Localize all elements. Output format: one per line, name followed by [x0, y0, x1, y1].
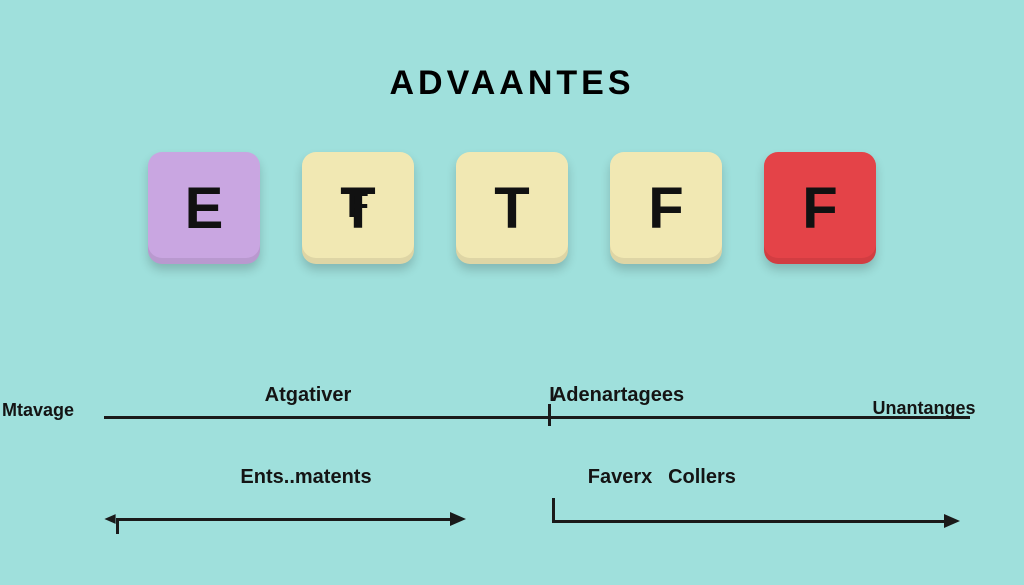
- lower-right-arrow-start-hook: [552, 498, 555, 522]
- lower-left-arrow-line: [116, 518, 452, 521]
- letter-tile: T: [456, 152, 568, 264]
- letter-tiles-row: ETFTFF: [0, 152, 1024, 264]
- tile-letter-overlay: F: [347, 184, 369, 226]
- tile-letter: T: [494, 175, 529, 242]
- letter-tile: F: [764, 152, 876, 264]
- lower-right-arrow-arrowhead-icon: [944, 514, 960, 528]
- page-title: ADVAANTES: [0, 64, 1024, 103]
- letter-tile: TF: [302, 152, 414, 264]
- tile-letter: E: [185, 175, 224, 242]
- timeline-label: Mtavage: [2, 400, 74, 421]
- lower-left-arrow-arrowhead-icon: [450, 512, 466, 526]
- timeline-tick: [548, 404, 551, 426]
- timeline-label: Atgativer: [265, 384, 352, 407]
- tile-letter: F: [802, 175, 837, 242]
- sublabel: Collers: [668, 466, 736, 489]
- infographic-canvas: ADVAANTES ETFTFF MtavageAtgativerIAdenar…: [0, 0, 1024, 585]
- letter-tile: E: [148, 152, 260, 264]
- sublabel: Faverx: [588, 466, 653, 489]
- lower-left-arrow-tail-arrowhead-icon: [104, 514, 115, 524]
- timeline-label: Adenartagees: [552, 384, 684, 407]
- timeline-line: [104, 416, 970, 419]
- sublabel: Ents..matents: [240, 466, 371, 489]
- tile-letter: F: [648, 175, 683, 242]
- lower-right-arrow-line: [552, 520, 946, 523]
- letter-tile: F: [610, 152, 722, 264]
- lower-left-arrow-hook: [116, 518, 119, 534]
- timeline-label: Unantanges: [872, 398, 975, 419]
